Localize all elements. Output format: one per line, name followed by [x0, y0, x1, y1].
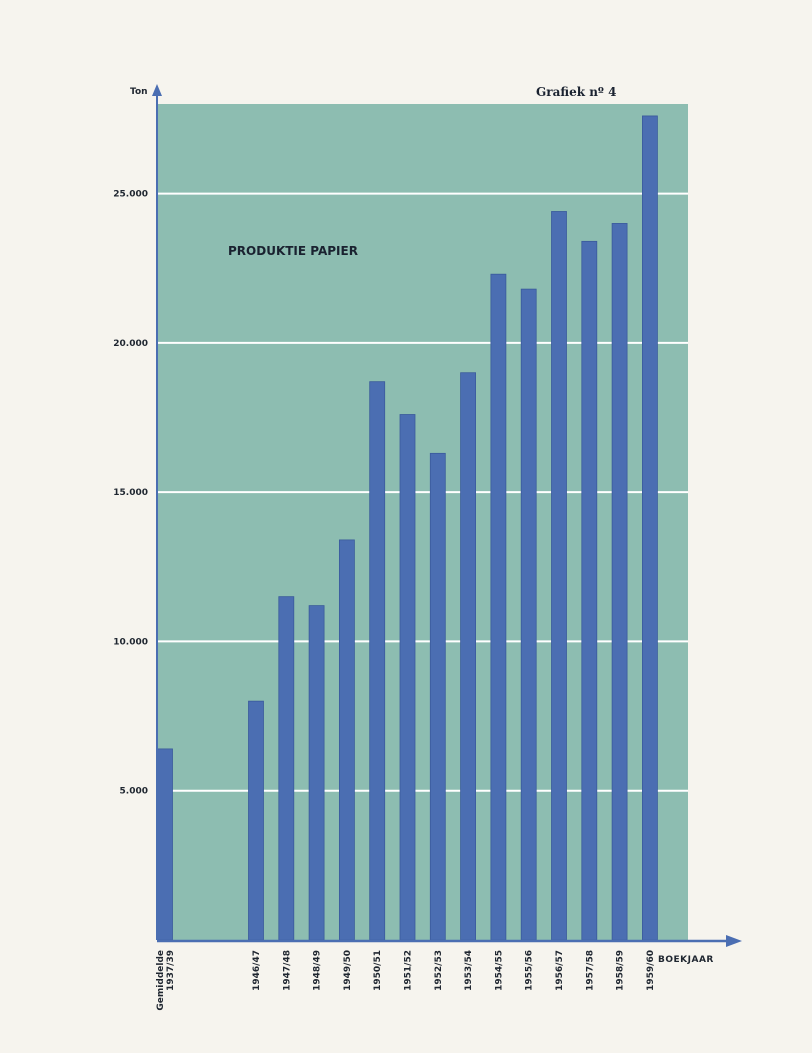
bar — [157, 748, 173, 941]
x-tick-label: 1958/59 — [616, 950, 626, 991]
x-tick-label: 1959/60 — [646, 950, 656, 991]
bar — [369, 381, 386, 941]
y-axis-arrow-icon — [152, 84, 162, 96]
bar — [248, 700, 264, 941]
x-axis-ticks: Gemiddelde 1937/39 1946/47 1947/48 1948/49 19… — [156, 950, 656, 1011]
x-tick-label: Gemiddelde — [156, 950, 166, 1011]
bar — [460, 372, 477, 941]
y-tick-label: 15.000 — [113, 488, 148, 498]
x-tick-label: 1953/54 — [464, 950, 474, 991]
x-axis-label: BOEKJAAR — [658, 955, 714, 965]
bar — [611, 223, 628, 941]
x-tick-label: 1957/58 — [585, 950, 595, 991]
y-axis-label: Ton — [130, 87, 148, 97]
y-tick-label: 10.000 — [113, 637, 148, 647]
bar — [429, 452, 446, 941]
bar — [278, 596, 295, 941]
bar — [520, 288, 537, 941]
y-tick-label: 20.000 — [113, 339, 148, 349]
figure-label: Grafiek nº 4 — [536, 85, 616, 99]
y-tick-label: 5.000 — [120, 787, 148, 797]
chart-title: PRODUKTIE PAPIER — [228, 244, 358, 258]
x-tick-label: 1955/56 — [525, 950, 535, 991]
plot-background — [157, 104, 688, 940]
gridlines — [157, 192, 688, 792]
x-tick-label: 1946/47 — [252, 950, 262, 991]
bar — [551, 211, 567, 941]
x-axis-arrow-icon — [726, 935, 742, 947]
x-tick-label: 1937/39 — [166, 950, 176, 991]
bar — [490, 273, 507, 941]
y-axis-ticks: 5.000 10.000 15.000 20.000 25.000 — [113, 190, 148, 797]
bar — [338, 539, 355, 941]
x-tick-label: 1956/57 — [555, 950, 565, 991]
x-tick-label: 1950/51 — [373, 950, 383, 991]
x-tick-label: 1951/52 — [404, 950, 414, 991]
x-tick-label: 1948/49 — [313, 950, 323, 991]
bar — [308, 605, 325, 941]
x-tick-label: 1952/53 — [434, 950, 444, 991]
bar — [581, 240, 598, 941]
x-tick-label: 1949/50 — [343, 950, 353, 991]
x-tick-label: 1954/55 — [494, 950, 504, 991]
x-tick-label: 1947/48 — [282, 950, 292, 991]
bar — [642, 115, 658, 941]
y-tick-label: 25.000 — [113, 190, 148, 200]
bar — [399, 414, 416, 941]
